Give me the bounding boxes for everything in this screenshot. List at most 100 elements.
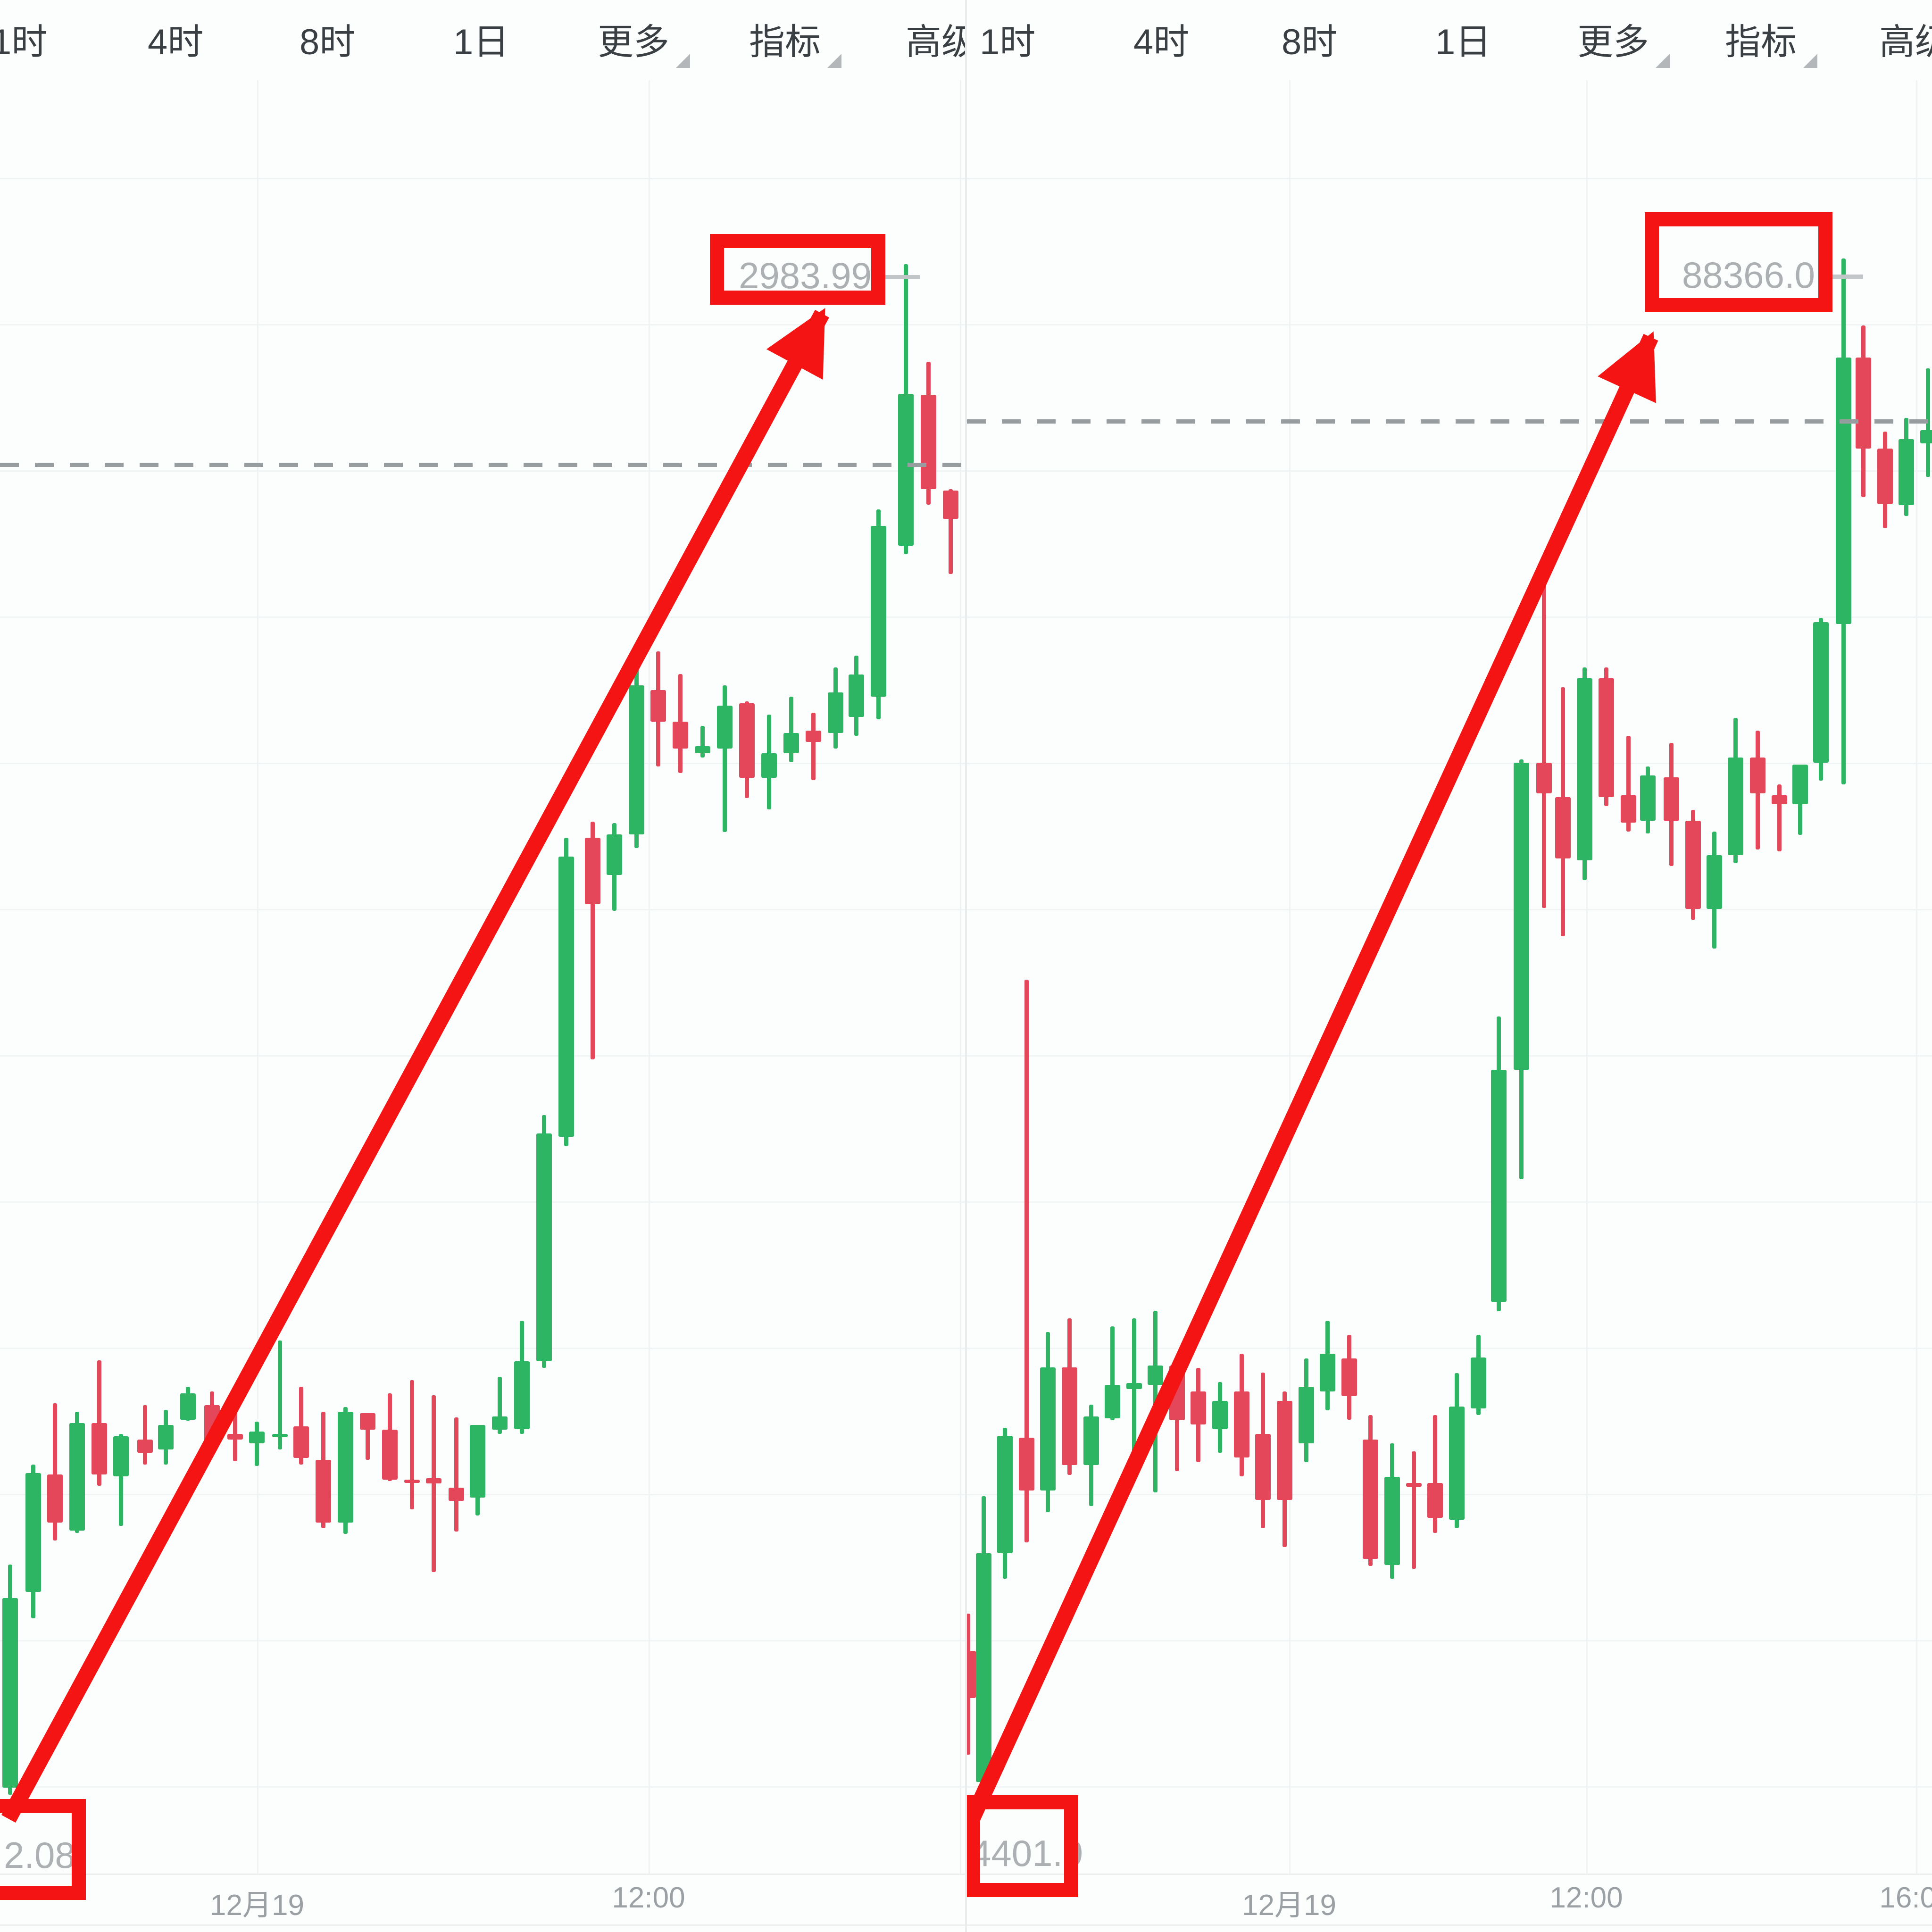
axis-separator-line <box>0 1874 965 1875</box>
candle-body <box>1341 1358 1357 1396</box>
candle-body <box>293 1426 309 1458</box>
tab-advanced[interactable]: 高级 <box>906 22 965 62</box>
candle-body <box>673 722 688 749</box>
candle-body <box>92 1423 107 1474</box>
candle-body <box>382 1430 398 1480</box>
candle-body <box>761 753 777 778</box>
candle-wick <box>1542 564 1546 908</box>
candle-body <box>1083 1416 1099 1465</box>
gridline-horizontal <box>0 1055 965 1057</box>
candle-body <box>1836 358 1851 624</box>
tab-more[interactable]: 更多 <box>1577 22 1649 62</box>
candle-body <box>1707 855 1722 909</box>
tab-1h[interactable]: 1时 <box>0 22 48 62</box>
candle-body <box>25 1473 41 1592</box>
gridline-horizontal <box>967 324 1932 325</box>
candle-body <box>849 675 864 717</box>
candle-body <box>871 526 886 697</box>
max-price-dash <box>1820 275 1863 279</box>
gridline-vertical <box>960 80 961 1874</box>
gridline-horizontal <box>0 1786 965 1788</box>
dropdown-caret-icon <box>1656 54 1670 68</box>
candle-body <box>1427 1483 1443 1518</box>
candle-body <box>943 491 958 519</box>
dropdown-caret-icon <box>1803 54 1817 68</box>
candle-body <box>1640 775 1656 821</box>
candle-body <box>69 1423 85 1531</box>
candle-body <box>1792 765 1808 804</box>
axis-separator-line <box>967 1924 1932 1926</box>
gridline-horizontal <box>0 324 965 325</box>
candle-body <box>1406 1483 1422 1487</box>
candle-body <box>1449 1407 1465 1520</box>
candle-body <box>629 685 644 834</box>
candle-wick <box>1777 784 1782 851</box>
annotation-box-high-price <box>710 234 885 305</box>
candle-body <box>1019 1438 1034 1491</box>
candle-wick <box>1153 1311 1158 1492</box>
tab-1d[interactable]: 1日 <box>1435 22 1491 62</box>
tab-more[interactable]: 更多 <box>598 22 669 62</box>
tab-4h[interactable]: 4时 <box>148 22 204 62</box>
candle-body <box>1899 439 1914 505</box>
tab-8h[interactable]: 8时 <box>300 22 356 62</box>
candle-wick <box>432 1395 436 1572</box>
candle-body <box>1856 358 1871 449</box>
current-price-dashed-line <box>967 419 1932 424</box>
gridline-vertical <box>1289 80 1291 1874</box>
x-axis-tick: 12月19 <box>1242 1889 1336 1922</box>
gridline-vertical <box>257 80 258 1874</box>
gridline-vertical <box>1916 80 1917 1874</box>
candle-body <box>1212 1401 1228 1429</box>
candle-body <box>1577 678 1592 860</box>
candle-body <box>1920 430 1932 443</box>
candle-body <box>739 703 755 778</box>
gridline-horizontal <box>0 1348 965 1349</box>
candle-body <box>1320 1354 1335 1391</box>
chart-panel-left: 2983.99 2.08 1时 4时 8时 1日 更多 指标 高级 12月19 12:00 <box>0 0 965 1932</box>
candle-body <box>1148 1366 1163 1385</box>
candle-body <box>1514 763 1529 1070</box>
candle-body <box>492 1416 508 1430</box>
candle-wick <box>233 1405 237 1461</box>
candle-body <box>536 1133 552 1361</box>
gridline-horizontal <box>0 178 965 179</box>
candle-body <box>404 1480 420 1483</box>
candle-body <box>158 1425 174 1449</box>
candle-body <box>426 1478 441 1483</box>
candle-body <box>783 733 799 753</box>
axis-separator-line <box>0 1924 965 1926</box>
tab-4h[interactable]: 4时 <box>1133 22 1190 62</box>
candle-body <box>1728 758 1743 855</box>
candle-body <box>204 1405 220 1441</box>
tab-1d[interactable]: 1日 <box>453 22 509 62</box>
x-axis-tick: 12月19 <box>210 1889 304 1922</box>
gridline-horizontal <box>0 909 965 910</box>
candle-body <box>607 834 622 875</box>
tab-indicators[interactable]: 指标 <box>1725 22 1797 62</box>
candle-body <box>1384 1477 1400 1565</box>
panel-divider <box>965 0 967 1932</box>
tab-advanced[interactable]: 高级 <box>1879 22 1932 62</box>
candle-body <box>1599 678 1614 797</box>
candle-body <box>976 1553 991 1782</box>
gridline-horizontal <box>0 616 965 618</box>
candle-body <box>585 838 600 904</box>
tab-indicators[interactable]: 指标 <box>749 22 821 62</box>
dropdown-caret-icon <box>827 54 841 68</box>
candle-wick <box>143 1405 147 1465</box>
candle-body <box>249 1432 265 1443</box>
candle-body <box>1169 1366 1185 1420</box>
tab-8h[interactable]: 8时 <box>1282 22 1338 62</box>
candle-body <box>695 746 710 753</box>
tab-1h[interactable]: 1时 <box>980 22 1036 62</box>
candle-body <box>113 1436 129 1476</box>
candle-body <box>360 1413 375 1430</box>
annotation-box-high-price <box>1645 212 1832 312</box>
gridline-horizontal <box>967 1786 1932 1788</box>
gridline-horizontal <box>967 470 1932 472</box>
candle-body <box>1299 1387 1314 1443</box>
candle-wick <box>811 713 816 780</box>
candle-body <box>921 395 936 489</box>
